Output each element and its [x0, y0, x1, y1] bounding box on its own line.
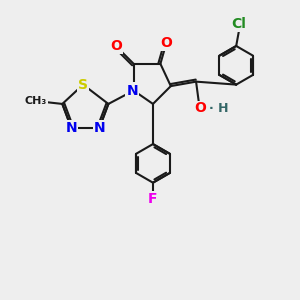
Text: F: F — [148, 192, 158, 206]
Text: O: O — [110, 39, 122, 53]
Text: S: S — [78, 78, 88, 92]
Text: N: N — [65, 121, 77, 135]
Text: Cl: Cl — [232, 17, 247, 31]
Text: CH₃: CH₃ — [24, 96, 47, 106]
Text: O: O — [160, 36, 172, 50]
Text: N: N — [94, 121, 105, 135]
Text: N: N — [126, 84, 138, 98]
Text: O: O — [195, 101, 206, 116]
Text: · H: · H — [209, 102, 229, 115]
